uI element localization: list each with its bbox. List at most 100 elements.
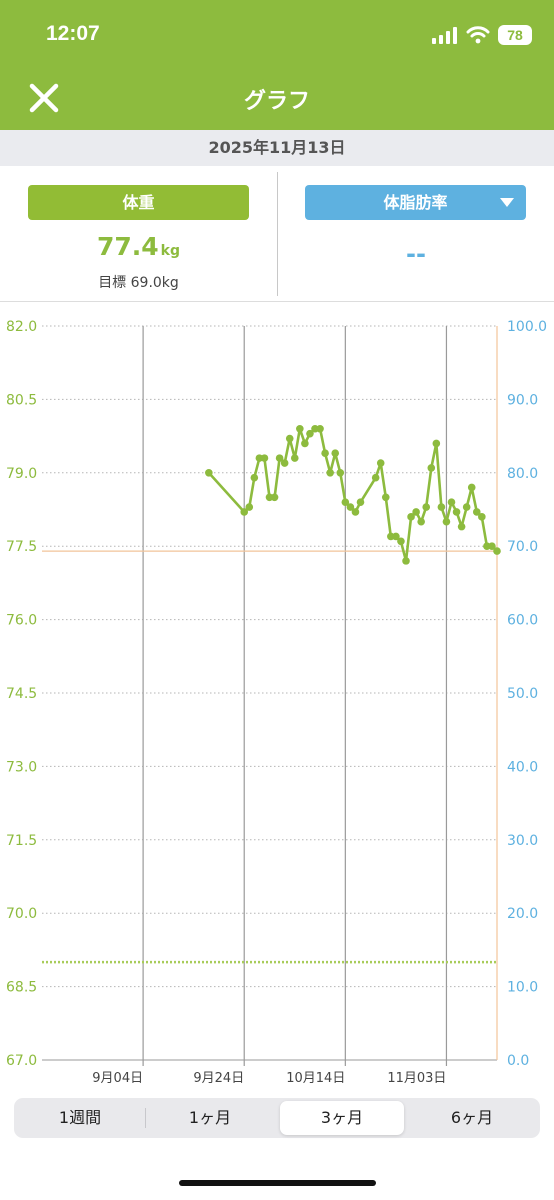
panel-bottom-divider: [0, 301, 554, 302]
y-left-tick-label: 74.5: [6, 686, 37, 702]
weight-data-point: [462, 503, 471, 511]
weight-data-point: [447, 498, 456, 506]
range-tab-3month[interactable]: 3ヶ月: [280, 1101, 404, 1135]
weight-number: 77.4: [96, 232, 159, 261]
weight-data-point: [432, 439, 441, 448]
weight-data-point: [488, 542, 496, 550]
y-left-tick-label: 77.5: [6, 539, 37, 555]
range-tab-6month[interactable]: 6ヶ月: [450, 1108, 494, 1127]
weight-data-point: [478, 513, 486, 521]
weight-data-point: [245, 503, 254, 511]
weight-data-point: [316, 424, 324, 433]
y-left-tick-label: 68.5: [6, 980, 37, 996]
date-label: 2025年11月13日: [0, 130, 554, 166]
y-left-tick-label: 73.0: [6, 759, 37, 775]
weight-chart: 82.0 100.0 80.5 90.0 79.0 80.0 77.5 70.0 76.0 60.…: [6, 319, 547, 1086]
battery-icon: 78: [498, 25, 532, 45]
y-left-tick-label: 76.0: [6, 613, 37, 629]
y-left-tick-label: 70.0: [6, 906, 37, 922]
weight-data-point: [442, 517, 451, 526]
weight-data-point: [321, 449, 329, 458]
weight-data-point: [356, 498, 365, 506]
weight-data-point: [452, 508, 461, 516]
range-tab-1week[interactable]: 1週間: [58, 1108, 102, 1127]
weight-data-point: [326, 469, 334, 477]
weight-series-line: [207, 427, 498, 563]
close-icon[interactable]: [26, 80, 62, 116]
x-tick-label: 10月14日: [286, 1071, 345, 1086]
y-right-tick-label: 20.0: [507, 906, 538, 922]
weight-data-point: [331, 449, 340, 458]
weight-data-point: [472, 508, 481, 516]
range-tab-1month[interactable]: 1ヶ月: [188, 1108, 232, 1127]
weight-data-point: [290, 454, 299, 462]
weight-data-point: [240, 508, 249, 516]
weight-data-point: [427, 464, 436, 472]
home-indicator: [179, 1180, 376, 1186]
weight-data-point: [346, 503, 355, 511]
y-right-tick-label: 10.0: [507, 980, 538, 996]
y-left-tick-label: 80.5: [6, 392, 37, 408]
weight-data-point: [285, 434, 294, 443]
weight-data-point: [270, 493, 279, 502]
weight-data-point: [437, 503, 446, 511]
weight-data-point: [493, 547, 501, 555]
y-left-tick-label: 71.5: [6, 833, 37, 849]
y-right-tick-label: 90.0: [507, 392, 538, 408]
weight-data-point: [250, 473, 259, 482]
x-tick-label: 11月03日: [387, 1071, 446, 1086]
weight-value: 77.4 kg: [0, 232, 277, 261]
weight-data-point: [306, 429, 314, 438]
weight-data-point: [417, 517, 425, 526]
weight-data-point: [296, 424, 304, 433]
weight-tab-button[interactable]: 体重: [28, 185, 249, 220]
x-tick-label: 9月24日: [193, 1071, 244, 1086]
weight-data-point: [407, 513, 415, 521]
weight-data-point: [371, 473, 380, 482]
y-right-tick-label: 40.0: [507, 759, 538, 775]
weight-data-point: [402, 557, 410, 565]
weight-unit: kg: [160, 243, 181, 259]
goal-weight-label: 目標 69.0kg: [98, 275, 179, 291]
status-icons: 78: [432, 22, 532, 48]
weight-data-point: [392, 532, 400, 541]
y-right-tick-label: 80.0: [507, 466, 538, 482]
fat-panel: 体脂肪率 --: [278, 166, 554, 302]
y-right-tick-label: 50.0: [507, 686, 538, 702]
weight-panel: 体重 77.4 kg 目標 69.0kg: [0, 166, 277, 302]
weight-data-point: [397, 537, 405, 546]
weight-data-point: [205, 469, 213, 477]
fat-dropdown-label: 体脂肪率: [383, 193, 448, 212]
range-segmented-control: 1週間 1ヶ月 3ヶ月 6ヶ月: [14, 1098, 540, 1138]
weight-data-point: [341, 498, 350, 506]
y-right-tick-label: 100.0: [507, 319, 547, 335]
app-header: 12:07 78 グラフ: [0, 0, 554, 130]
range-separator: [145, 1108, 146, 1128]
weight-data-point: [467, 483, 476, 492]
fat-dropdown-button[interactable]: 体脂肪率: [305, 185, 526, 220]
weight-data-point: [422, 503, 431, 511]
y-right-tick-label: 30.0: [507, 833, 538, 849]
page-title: グラフ: [243, 89, 310, 114]
weight-data-point: [336, 469, 345, 477]
weight-data-point: [275, 454, 284, 462]
weight-data-point: [301, 439, 309, 448]
y-right-tick-label: 60.0: [507, 613, 538, 629]
fat-value: --: [406, 240, 426, 268]
weight-data-point: [351, 508, 360, 516]
y-left-tick-label: 82.0: [6, 319, 37, 335]
y-left-tick-label: 79.0: [6, 466, 37, 482]
chevron-down-icon: [500, 198, 514, 207]
y-right-tick-label: 0.0: [507, 1053, 529, 1069]
panel-divider: [277, 172, 278, 296]
weight-data-point: [376, 459, 385, 467]
weight-data-point: [412, 508, 420, 516]
weight-data-point: [381, 493, 390, 502]
wifi-icon: [466, 26, 490, 44]
y-right-tick-label: 70.0: [507, 539, 538, 555]
status-time: 12:07: [46, 22, 100, 45]
y-left-tick-label: 67.0: [6, 1053, 37, 1069]
x-tick-label: 9月04日: [92, 1071, 143, 1086]
weight-data-point: [280, 459, 289, 467]
weight-data-point: [260, 454, 269, 462]
